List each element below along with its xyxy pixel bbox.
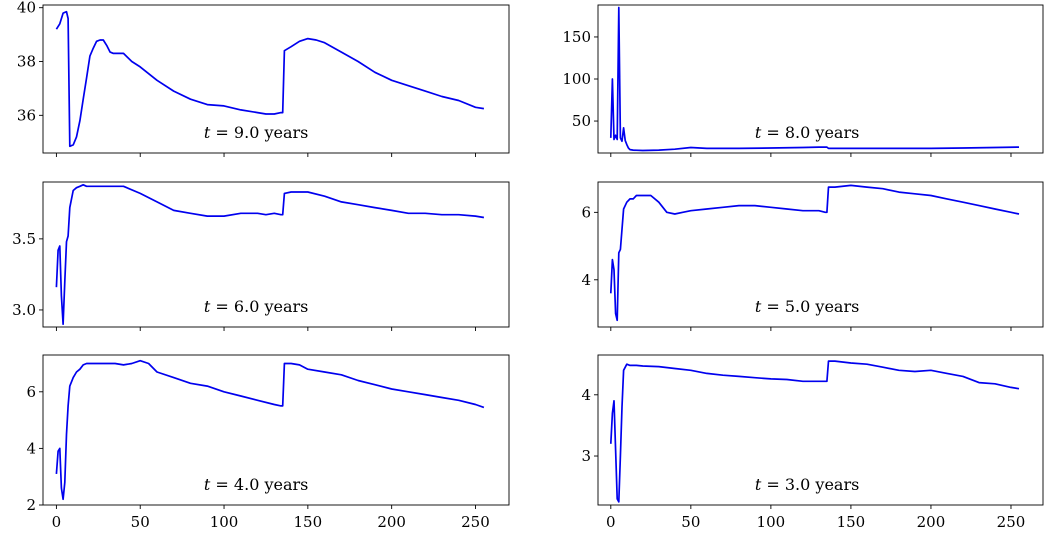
subplot-t-4-years: 0 50 100 150 200 250 2 4 6 t = 4.0 years bbox=[26, 354, 510, 531]
subplot-t-8-years: 50 100 150 t = 8.0 years bbox=[562, 4, 1044, 157]
series-line bbox=[55, 10, 485, 148]
y-tick-label: 3.0 bbox=[12, 301, 36, 319]
x-tick-label: 100 bbox=[210, 513, 239, 531]
annotation-value: = 9.0 years bbox=[210, 123, 308, 142]
y-tick-label: 40 bbox=[17, 0, 36, 17]
axes-frame bbox=[42, 4, 510, 154]
annotation-value: = 8.0 years bbox=[761, 123, 859, 142]
series-line bbox=[609, 184, 1020, 322]
x-tick-label: 150 bbox=[837, 513, 866, 531]
annotation-variable: t bbox=[755, 475, 762, 494]
series-line bbox=[55, 359, 485, 501]
annotation-value: = 5.0 years bbox=[761, 297, 859, 316]
subplot-t-5-years: 4 6 t = 5.0 years bbox=[581, 181, 1044, 331]
x-tick-label: 200 bbox=[917, 513, 946, 531]
y-tick-label: 3 bbox=[581, 447, 591, 465]
time-annotation: t = 9.0 years bbox=[204, 123, 308, 142]
axes-frame bbox=[597, 354, 1044, 506]
time-annotation: t = 3.0 years bbox=[755, 475, 859, 494]
axes-frame bbox=[42, 354, 510, 506]
annotation-value: = 4.0 years bbox=[210, 475, 308, 494]
series-line bbox=[609, 360, 1020, 503]
y-tick-label: 38 bbox=[17, 53, 36, 71]
subplot-t-3-years: 0 50 100 150 200 250 3 4 t = 3.0 years bbox=[581, 354, 1044, 531]
annotation-variable: t bbox=[755, 297, 762, 316]
y-tick-label: 36 bbox=[17, 106, 36, 124]
x-tick-label: 250 bbox=[997, 513, 1026, 531]
annotation-value: = 3.0 years bbox=[761, 475, 859, 494]
time-annotation: t = 8.0 years bbox=[755, 123, 859, 142]
annotation-variable: t bbox=[755, 123, 762, 142]
series-line bbox=[55, 183, 485, 326]
y-tick-label: 3.5 bbox=[12, 230, 36, 248]
series-line bbox=[609, 6, 1020, 152]
annotation-variable: t bbox=[204, 475, 211, 494]
annotation-variable: t bbox=[204, 123, 211, 142]
y-tick-label: 6 bbox=[26, 383, 36, 401]
x-tick-label: 100 bbox=[757, 513, 786, 531]
subplot-t-6-years: 3.0 3.5 t = 6.0 years bbox=[12, 181, 510, 331]
x-tick-label: 150 bbox=[294, 513, 323, 531]
axes-frame bbox=[597, 181, 1044, 328]
x-tick-label: 50 bbox=[681, 513, 700, 531]
y-tick-label: 2 bbox=[26, 496, 36, 514]
y-tick-label: 6 bbox=[581, 203, 591, 221]
y-tick-label: 4 bbox=[581, 271, 591, 289]
subplot-t-9-years: 36 38 40 t = 9.0 years bbox=[17, 0, 510, 157]
time-annotation: t = 4.0 years bbox=[204, 475, 308, 494]
x-tick-label: 50 bbox=[131, 513, 150, 531]
time-annotation: t = 6.0 years bbox=[204, 297, 308, 316]
y-tick-label: 150 bbox=[562, 28, 591, 46]
annotation-variable: t bbox=[204, 297, 211, 316]
x-tick-label: 0 bbox=[52, 513, 62, 531]
y-tick-label: 100 bbox=[562, 70, 591, 88]
x-tick-label: 200 bbox=[377, 513, 406, 531]
y-tick-label: 4 bbox=[581, 386, 591, 404]
axes-frame bbox=[42, 181, 510, 328]
x-tick-label: 250 bbox=[461, 513, 490, 531]
annotation-value: = 6.0 years bbox=[210, 297, 308, 316]
y-tick-label: 4 bbox=[26, 439, 36, 457]
y-tick-label: 50 bbox=[572, 112, 591, 130]
x-tick-label: 0 bbox=[606, 513, 616, 531]
time-annotation: t = 5.0 years bbox=[755, 297, 859, 316]
